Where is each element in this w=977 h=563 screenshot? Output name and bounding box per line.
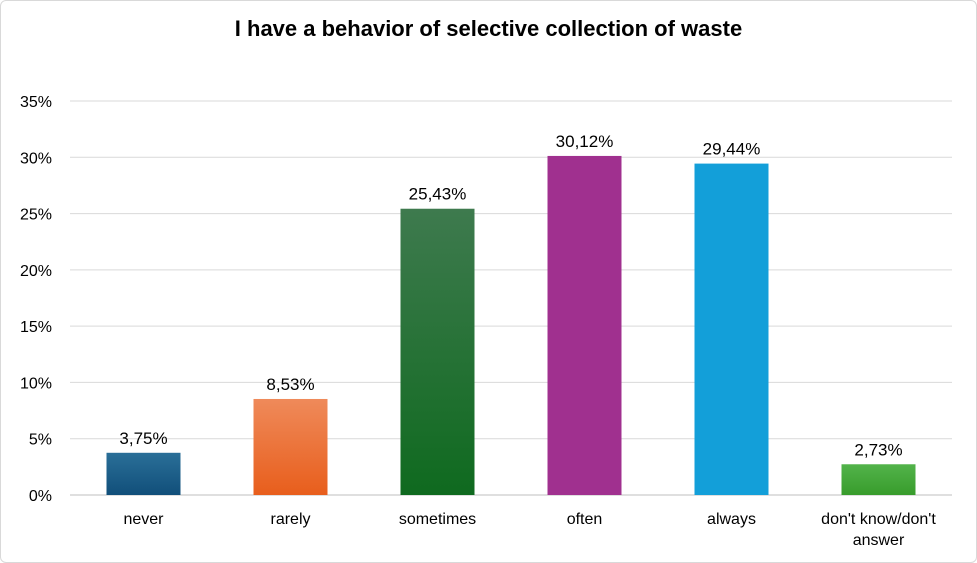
y-tick-label: 35% bbox=[20, 94, 52, 111]
y-tick-label: 30% bbox=[20, 150, 52, 167]
data-label: 8,53% bbox=[266, 375, 314, 394]
y-tick-label: 10% bbox=[20, 375, 52, 392]
x-tick-label: don't know/don't bbox=[821, 511, 936, 528]
data-label: 2,73% bbox=[854, 440, 902, 459]
x-tick-label: answer bbox=[853, 532, 905, 549]
y-tick-label: 20% bbox=[20, 263, 52, 280]
data-label: 30,12% bbox=[556, 132, 614, 151]
data-label: 3,75% bbox=[119, 429, 167, 448]
x-tick-label: always bbox=[707, 511, 756, 528]
x-tick-label: never bbox=[123, 511, 164, 528]
x-tick-label: sometimes bbox=[399, 511, 476, 528]
data-label: 29,44% bbox=[703, 140, 761, 159]
bar-always bbox=[694, 163, 769, 495]
bar-never bbox=[106, 452, 181, 495]
y-tick-label: 5% bbox=[29, 432, 52, 449]
x-tick-label: often bbox=[567, 511, 603, 528]
x-tick-label: rarely bbox=[270, 511, 310, 528]
y-tick-label: 15% bbox=[20, 319, 52, 336]
chart-title: I have a behavior of selective collectio… bbox=[234, 16, 743, 41]
bar-don-t-know-don-t-answer bbox=[841, 464, 916, 495]
y-tick-label: 0% bbox=[29, 488, 52, 505]
bar-rarely bbox=[253, 398, 328, 495]
bar-sometimes bbox=[400, 208, 475, 496]
bar-often bbox=[547, 155, 622, 495]
data-label: 25,43% bbox=[409, 185, 467, 204]
y-tick-label: 25% bbox=[20, 207, 52, 224]
